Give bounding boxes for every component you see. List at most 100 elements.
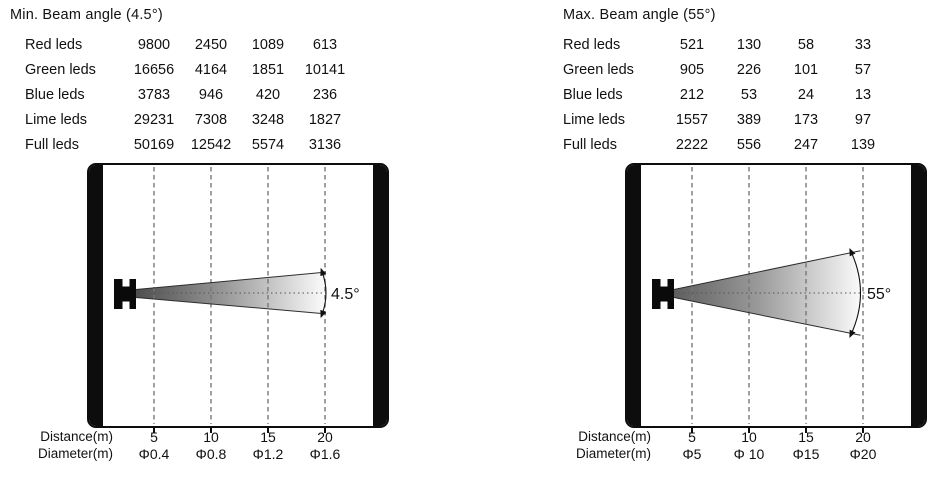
value-cell: 12542 — [190, 137, 232, 153]
beam-angle-label: 4.5° — [331, 286, 360, 303]
value-cell: 173 — [793, 112, 819, 128]
row-label: Full leds — [25, 137, 79, 153]
value-cell: 57 — [854, 62, 872, 78]
value-cell: 3136 — [308, 137, 342, 153]
table-row-lime: Lime leds 29231 7308 3248 1827 — [0, 112, 412, 130]
axis-tick — [691, 426, 693, 433]
diameter-value: Φ15 — [792, 446, 820, 462]
table-row-green: Green leds 905 226 101 57 — [538, 62, 950, 80]
row-label: Green leds — [25, 62, 96, 78]
distance-gridlines — [691, 167, 864, 424]
value-cell: 905 — [679, 62, 705, 78]
value-cell: 946 — [198, 87, 224, 103]
fixture-icon — [652, 279, 674, 309]
distance-value: 10 — [203, 429, 219, 445]
table-row-full: Full leds 50169 12542 5574 3136 — [0, 137, 412, 155]
value-cell: 212 — [679, 87, 705, 103]
table-row-red: Red leds 9800 2450 1089 613 — [0, 37, 412, 55]
beam-angle-label: 55° — [867, 286, 891, 303]
row-label: Red leds — [563, 37, 621, 53]
row-label: Lime leds — [25, 112, 88, 128]
axis-tick — [324, 426, 326, 433]
value-cell: 389 — [736, 112, 762, 128]
wall-bar-left-icon — [627, 165, 641, 426]
value-cell: 50169 — [133, 137, 175, 153]
beam-angle-arc — [320, 267, 327, 319]
value-cell: 236 — [312, 87, 338, 103]
panel-title: Max. Beam angle (55°) — [563, 7, 716, 23]
distance-value: 10 — [741, 429, 757, 445]
value-cell: 58 — [797, 37, 815, 53]
distance-axis-label: Distance(m) — [578, 429, 651, 444]
distance-axis-label: Distance(m) — [40, 429, 113, 444]
value-cell: 5574 — [251, 137, 285, 153]
value-cell: 521 — [679, 37, 705, 53]
axis-tick — [748, 426, 750, 433]
fixture-icon — [114, 279, 136, 309]
row-label: Full leds — [563, 137, 617, 153]
beam-edge-top — [135, 271, 327, 290]
max-beam-panel: Max. Beam angle (55°) Red leds 521 130 5… — [538, 0, 950, 477]
wall-bar-right-icon — [911, 165, 925, 426]
value-cell: 101 — [793, 62, 819, 78]
axis-tick — [805, 426, 807, 433]
diameter-value: Φ0.4 — [138, 446, 170, 462]
table-row-red: Red leds 521 130 58 33 — [538, 37, 950, 55]
row-label: Blue leds — [563, 87, 623, 103]
value-cell: 613 — [312, 37, 338, 53]
table-row-blue: Blue leds 3783 946 420 236 — [0, 87, 412, 105]
value-cell: 13 — [854, 87, 872, 103]
value-cell: 139 — [850, 137, 876, 153]
diameter-axis-label: Diameter(m) — [37, 446, 113, 461]
beam-diagram-box: 4.5° — [87, 163, 389, 428]
value-cell: 53 — [740, 87, 758, 103]
value-cell: 3783 — [137, 87, 171, 103]
value-cell: 556 — [736, 137, 762, 153]
value-cell: 24 — [797, 87, 815, 103]
beam-edge-top — [673, 250, 861, 290]
value-cell: 130 — [736, 37, 762, 53]
value-cell: 1851 — [251, 62, 285, 78]
value-cell: 29231 — [133, 112, 175, 128]
distance-value: 20 — [855, 429, 871, 445]
distance-value: 15 — [260, 429, 276, 445]
value-cell: 9800 — [137, 37, 171, 53]
value-cell: 2222 — [675, 137, 709, 153]
beam-edge-bottom — [673, 297, 861, 336]
table-row-full: Full leds 2222 556 247 139 — [538, 137, 950, 155]
diameter-value: Φ 10 — [733, 446, 765, 462]
row-label: Red leds — [25, 37, 83, 53]
beam-diagram-box: 55° — [625, 163, 927, 428]
diameter-axis-label: Diameter(m) — [575, 446, 651, 461]
axis-tick — [862, 426, 864, 433]
row-label: Lime leds — [563, 112, 626, 128]
axis-tick — [267, 426, 269, 433]
panel-title: Min. Beam angle (4.5°) — [10, 7, 163, 23]
value-cell: 1827 — [308, 112, 342, 128]
value-cell: 226 — [736, 62, 762, 78]
value-cell: 3248 — [251, 112, 285, 128]
value-cell: 97 — [854, 112, 872, 128]
beam-edge-bottom — [135, 297, 327, 315]
value-cell: 10141 — [304, 62, 346, 78]
distance-value: 20 — [317, 429, 333, 445]
table-row-lime: Lime leds 1557 389 173 97 — [538, 112, 950, 130]
beam-diagram-svg: 55° — [652, 167, 891, 424]
value-cell: 16656 — [133, 62, 175, 78]
value-cell: 2450 — [194, 37, 228, 53]
diameter-value: Φ0.8 — [195, 446, 227, 462]
wall-bar-left-icon — [89, 165, 103, 426]
diameter-value: Φ5 — [682, 446, 702, 462]
beam-angle-arc — [849, 247, 862, 339]
distance-value: 15 — [798, 429, 814, 445]
beam-cone — [674, 252, 862, 334]
row-label: Blue leds — [25, 87, 85, 103]
diameter-value: Φ1.2 — [252, 446, 284, 462]
table-row-blue: Blue leds 212 53 24 13 — [538, 87, 950, 105]
value-cell: 1557 — [675, 112, 709, 128]
row-label: Green leds — [563, 62, 634, 78]
diameter-value: Φ1.6 — [309, 446, 341, 462]
min-beam-panel: Min. Beam angle (4.5°) Red leds 9800 245… — [0, 0, 412, 477]
wall-bar-right-icon — [373, 165, 387, 426]
